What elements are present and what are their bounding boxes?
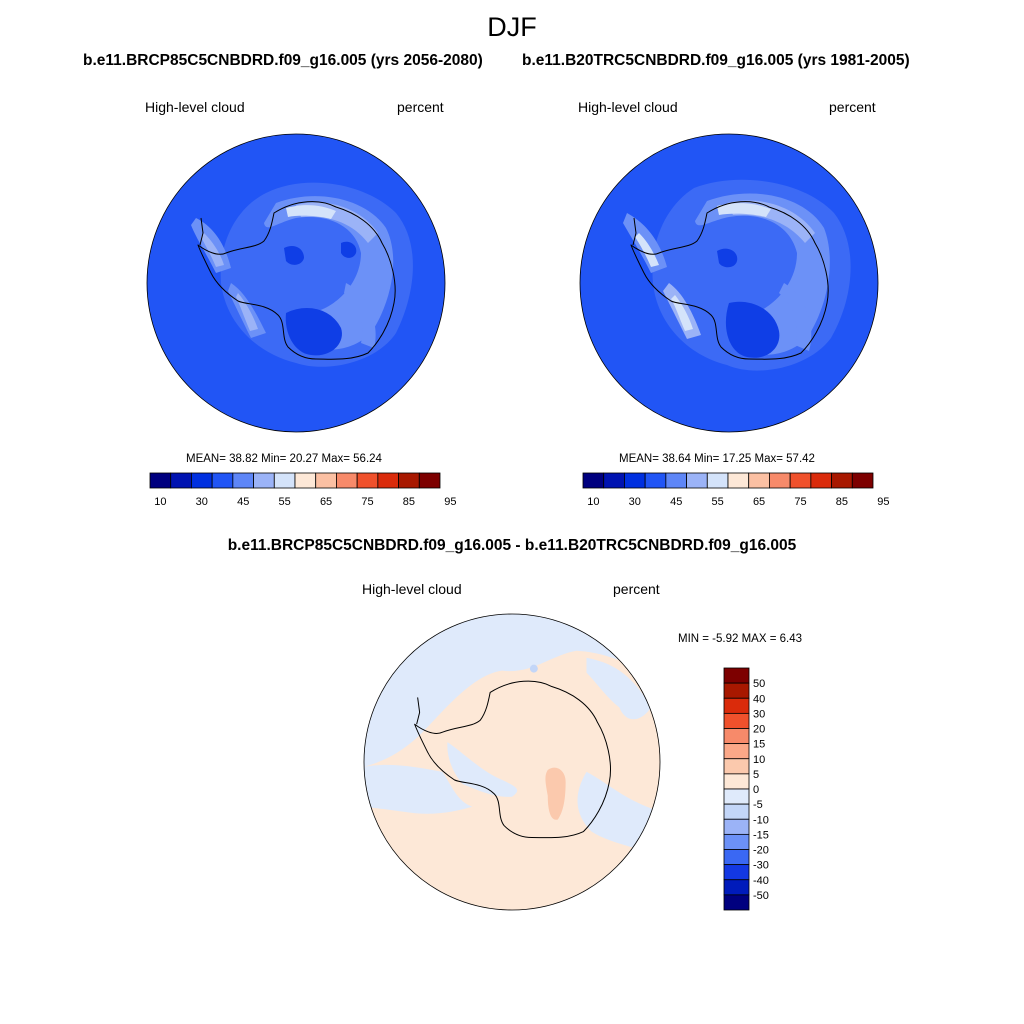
diff-colorbar-label: 15	[753, 739, 765, 751]
diff-colorbar-label: 20	[753, 724, 765, 736]
left-polar-map	[146, 133, 446, 433]
left-stats: MEAN= 38.82 Min= 20.27 Max= 56.24	[186, 453, 382, 465]
left-colorbar-label: 10	[154, 496, 166, 508]
difference-polar-map	[363, 613, 661, 911]
diff-stats: MIN = -5.92 MAX = 6.43	[678, 633, 803, 645]
season-title: DJF	[487, 12, 537, 42]
diff-colorbar-label: -20	[753, 845, 769, 857]
right-colorbar-label: 65	[753, 496, 765, 508]
left-colorbar-label: 55	[279, 496, 291, 508]
left-colorbar-cell	[356, 472, 379, 489]
right-units-label: percent	[829, 99, 876, 115]
right-case-title: b.e11.B20TRC5CNBDRD.f09_g16.005 (yrs 198…	[522, 52, 910, 69]
right-colorbar-cell	[727, 472, 750, 489]
left-colorbar-cell	[273, 472, 296, 489]
right-polar-map	[579, 133, 879, 433]
diff-units-label: percent	[613, 581, 660, 597]
diff-colorbar-cell	[723, 697, 750, 714]
left-variable-label: High-level cloud	[145, 99, 245, 115]
right-colorbar-label: 85	[836, 496, 848, 508]
diff-colorbar-cell	[723, 712, 750, 729]
diff-colorbar-label: 40	[753, 693, 765, 705]
left-units-label: percent	[397, 99, 444, 115]
diff-colorbar-label: -40	[753, 875, 769, 887]
right-colorbar-cell	[686, 472, 708, 489]
left-colorbar-cell	[418, 472, 441, 489]
diff-colorbar-label: 0	[753, 784, 759, 796]
diff-colorbar-cell	[723, 667, 750, 684]
diff-colorbar-label: -50	[753, 890, 769, 902]
diff-colorbar-label: 30	[753, 708, 765, 720]
left-colorbar-cell	[232, 472, 254, 489]
diff-colorbar-cell	[723, 803, 750, 820]
left-colorbar-cell	[211, 472, 234, 489]
diff-colorbar-cell	[723, 682, 750, 699]
diff-colorbar-cell	[723, 773, 750, 790]
left-colorbar-cell	[253, 472, 275, 489]
left-colorbar-label: 75	[361, 496, 373, 508]
right-colorbar-cell	[644, 472, 667, 489]
diff-colorbar-cell	[723, 743, 750, 760]
diff-colorbar-cell	[723, 864, 750, 881]
right-stats: MEAN= 38.64 Min= 17.25 Max= 57.42	[619, 453, 815, 465]
left-colorbar-cell	[336, 472, 358, 489]
right-colorbar: 10 30 45 55 65 75 85 95	[582, 472, 889, 508]
right-colorbar-label: 55	[712, 496, 724, 508]
diff-colorbar-label: 5	[753, 769, 759, 781]
right-colorbar-cell	[706, 472, 729, 489]
left-colorbar-label: 85	[403, 496, 415, 508]
diff-colorbar-label: -15	[753, 829, 769, 841]
diff-colorbar-cell	[723, 849, 750, 866]
diff-colorbar-cell	[723, 788, 750, 805]
right-colorbar-cell	[603, 472, 625, 489]
left-colorbar-cell	[398, 472, 420, 489]
right-colorbar-cell	[624, 472, 646, 489]
left-colorbar-label: 65	[320, 496, 332, 508]
right-colorbar-cell	[665, 472, 687, 489]
left-colorbar-cell	[170, 472, 192, 489]
left-colorbar-label: 95	[444, 496, 456, 508]
right-colorbar-cell	[789, 472, 812, 489]
right-colorbar-label: 45	[670, 496, 682, 508]
right-colorbar-label: 30	[629, 496, 641, 508]
diff-colorbar-cell	[723, 879, 750, 896]
right-colorbar-cell	[851, 472, 874, 489]
diff-colorbar-label: -5	[753, 799, 763, 811]
difference-title: b.e11.BRCP85C5CNBDRD.f09_g16.005 - b.e11…	[227, 537, 797, 554]
right-colorbar-label: 95	[877, 496, 889, 508]
right-colorbar-cell	[769, 472, 791, 489]
left-colorbar-cell	[149, 472, 172, 489]
right-variable-label: High-level cloud	[578, 99, 678, 115]
left-colorbar-label: 45	[237, 496, 249, 508]
left-colorbar-cell	[377, 472, 399, 489]
left-colorbar-cell	[294, 472, 317, 489]
diff-colorbar-cell	[723, 728, 750, 745]
diff-variable-label: High-level cloud	[362, 581, 462, 597]
left-colorbar-label: 30	[196, 496, 208, 508]
right-colorbar-cell	[582, 472, 605, 489]
right-colorbar-label: 10	[587, 496, 599, 508]
right-colorbar-cell	[831, 472, 853, 489]
diff-colorbar-cell	[723, 894, 750, 911]
diff-colorbar-label: -10	[753, 814, 769, 826]
diff-colorbar-cell	[723, 758, 750, 775]
right-colorbar-cell	[748, 472, 770, 489]
right-colorbar-cell	[810, 472, 832, 489]
diff-colorbar-cell	[723, 818, 750, 835]
left-case-title: b.e11.BRCP85C5CNBDRD.f09_g16.005 (yrs 20…	[83, 52, 483, 69]
right-colorbar-label: 75	[794, 496, 806, 508]
left-colorbar: 10 30 45 55 65 75 85 95	[149, 472, 456, 508]
left-colorbar-cell	[191, 472, 213, 489]
diff-colorbar-label: 10	[753, 754, 765, 766]
left-colorbar-cell	[315, 472, 337, 489]
diff-colorbar-label: -30	[753, 860, 769, 872]
diff-colorbar-cell	[723, 833, 750, 850]
diff-colorbar-label: 50	[753, 678, 765, 690]
